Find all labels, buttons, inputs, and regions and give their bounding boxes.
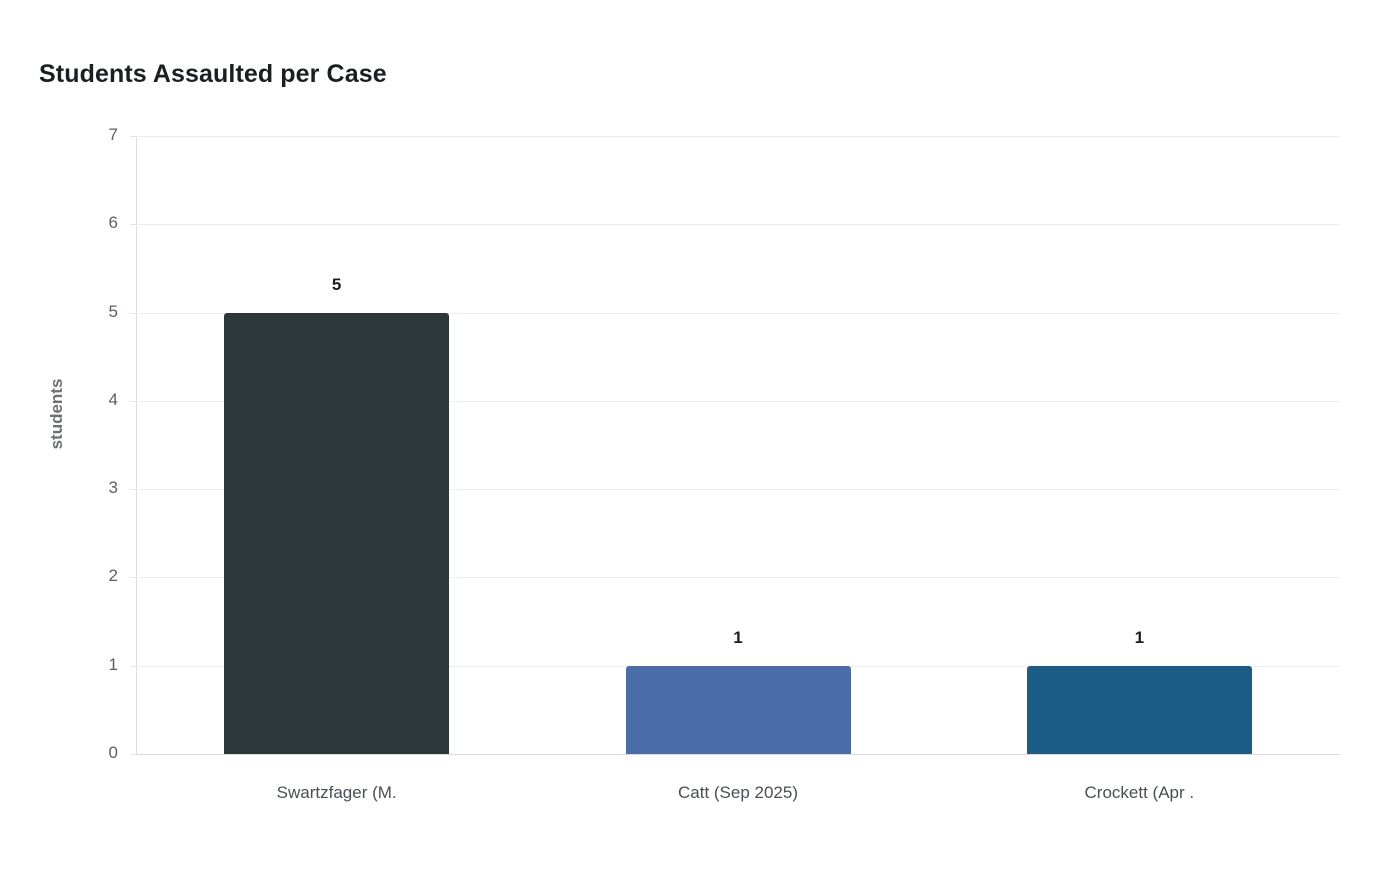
plot-area <box>136 136 1340 755</box>
gridline <box>136 312 1340 314</box>
y-axis-line <box>136 136 137 755</box>
x-axis-tick-label: Catt (Sep 2025) <box>677 783 798 802</box>
y-axis-tick-mark <box>130 577 136 579</box>
bar[interactable] <box>625 665 851 754</box>
y-axis-title: students <box>47 378 66 450</box>
y-axis-tick-label: 4 <box>108 389 118 409</box>
y-axis-tick-mark <box>130 754 136 755</box>
y-axis-tick-label: 0 <box>108 743 118 762</box>
y-axis-tick-label: 2 <box>108 566 118 586</box>
chart-title: Students Assaulted per Case <box>39 60 387 88</box>
gridline <box>136 224 1340 226</box>
y-axis-tick-mark <box>130 224 136 226</box>
bar-value-label: 1 <box>1134 627 1145 647</box>
gridline <box>136 489 1340 491</box>
y-axis-tick-mark <box>130 489 136 491</box>
y-axis-tick-label: 3 <box>108 478 118 498</box>
gridline <box>136 400 1340 402</box>
y-axis-tick-mark <box>130 400 136 402</box>
y-axis-tick-label: 6 <box>108 213 118 233</box>
gridline <box>136 136 1340 137</box>
bar[interactable] <box>1026 665 1252 754</box>
y-axis-tick-label: 5 <box>108 301 118 321</box>
bar[interactable] <box>224 312 450 754</box>
y-axis-tick-label: 1 <box>108 654 118 674</box>
y-axis-tick-mark <box>130 312 136 314</box>
gridline <box>136 754 1340 755</box>
bar-value-label: 5 <box>331 274 342 294</box>
bar-value-label: 1 <box>733 627 743 647</box>
y-axis-tick-mark <box>130 136 136 137</box>
gridline <box>136 577 1340 579</box>
x-axis-tick-label: Crockett (Apr . <box>1084 783 1195 802</box>
x-axis-tick-label: Swartzfager (M. <box>276 783 397 802</box>
y-axis-tick-label: 7 <box>108 125 118 144</box>
y-axis-tick-mark <box>130 665 136 667</box>
